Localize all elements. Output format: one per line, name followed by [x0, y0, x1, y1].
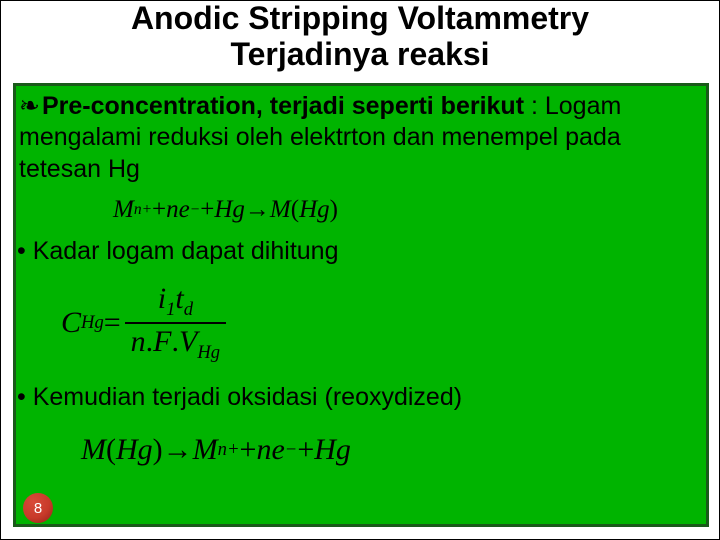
eq2-V-sub: Hg [197, 342, 220, 363]
eq2-fraction-bar [125, 322, 226, 324]
page-number-badge: 8 [23, 493, 53, 523]
eq3-M2: M [193, 433, 218, 467]
eq2-numerator: i1td [152, 283, 199, 320]
eq1-sup-minus: − [190, 201, 200, 219]
eq1-M: M [113, 196, 134, 224]
eq3-e: e [271, 433, 284, 467]
eq2-i: i [158, 282, 166, 315]
eq3-arrow: → [163, 433, 193, 467]
eq2-C-sub: Hg [81, 312, 104, 334]
equation-oxidation: M ( Hg ) → M n+ + n e − + Hg [81, 433, 351, 467]
eq3-plus: + [240, 433, 257, 467]
eq2-dot2: . [172, 325, 180, 358]
eq3-Hg2: Hg [314, 433, 351, 467]
eq3-plus2: + [297, 433, 314, 467]
slide-title: Anodic Stripping Voltammetry Terjadinya … [1, 1, 719, 73]
eq2-equals: = [104, 306, 121, 340]
eq3-M: M [81, 433, 106, 467]
eq1-sup-nplus: n+ [134, 201, 152, 219]
eq2-t: t [175, 282, 183, 315]
eq2-i-sub: 1 [166, 299, 175, 320]
eq1-Hg: Hg [214, 196, 245, 224]
eq3-n: n [256, 433, 271, 467]
title-line-1: Anodic Stripping Voltammetry [1, 1, 719, 37]
eq3-sup-minus: − [285, 439, 298, 461]
bullet-kadar: • Kadar logam dapat dihitung [17, 237, 338, 266]
slide: Anodic Stripping Voltammetry Terjadinya … [0, 0, 720, 540]
eq1-plus: + [152, 196, 166, 224]
eq1-e: e [179, 196, 190, 224]
eq1-rpar: ) [330, 196, 338, 224]
eq1-M2: M [270, 196, 291, 224]
equation-concentration: C Hg = i1td n.F.VHg [61, 283, 230, 362]
eq1-plus2: + [200, 196, 214, 224]
eq3-Hg: Hg [116, 433, 153, 467]
page-number: 8 [34, 500, 42, 517]
eq1-n: n [166, 196, 179, 224]
eq1-lpar: ( [291, 196, 299, 224]
bullet-oksidasi: • Kemudian terjadi oksidasi (reoxydized) [17, 383, 462, 412]
title-line-2: Terjadinya reaksi [1, 37, 719, 73]
paragraph-preconcentration: ❧Pre-concentration, terjadi seperti beri… [19, 91, 699, 185]
eq2-denominator: n.F.VHg [125, 326, 226, 363]
eq2-F: F [153, 325, 171, 358]
equation-reduction: M n+ + n e − + Hg → M ( Hg ) [113, 195, 338, 225]
eq2-V: V [179, 325, 197, 358]
eq1-Hg2: Hg [299, 196, 330, 224]
flourish-icon: ❧ [19, 91, 40, 122]
eq2-C: C [61, 306, 81, 340]
para-bold: Pre-concentration, terjadi seperti berik… [42, 92, 524, 120]
eq2-n: n [131, 325, 146, 358]
eq2-fraction: i1td n.F.VHg [125, 283, 226, 362]
eq3-sup-nplus: n+ [218, 439, 240, 461]
eq1-arrow: → [245, 196, 270, 224]
eq3-lpar: ( [106, 433, 116, 467]
eq2-t-sub: d [184, 299, 193, 320]
eq3-rpar: ) [153, 433, 163, 467]
